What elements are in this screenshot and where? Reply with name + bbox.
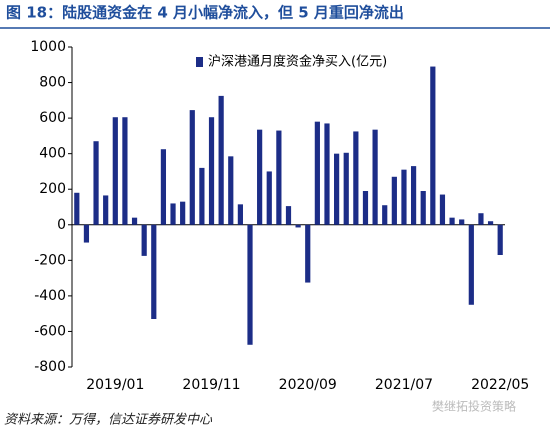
y-tick-label: 0 — [57, 217, 66, 233]
bar — [497, 224, 503, 255]
bar — [103, 195, 109, 225]
bar — [459, 219, 465, 225]
chart-title: 图 18：陆股通资金在 4 月小幅净流入，但 5 月重回净流出 — [6, 4, 404, 22]
bar — [74, 192, 80, 225]
bar — [189, 110, 195, 225]
bar — [83, 224, 90, 243]
legend-label: 沪深港通月度资金净买入(亿元) — [208, 54, 387, 70]
bar — [314, 121, 320, 225]
bar — [468, 224, 474, 305]
legend-swatch — [196, 57, 203, 67]
bar — [295, 224, 301, 228]
y-tick-label: 600 — [39, 110, 66, 126]
bar — [401, 169, 407, 225]
watermark: 樊继拓投资策略 — [432, 399, 516, 414]
bar — [131, 217, 138, 225]
bar — [382, 205, 388, 225]
bar — [151, 224, 157, 319]
bar — [430, 66, 436, 225]
bar — [170, 203, 176, 225]
y-tick-label: -800 — [34, 359, 66, 375]
y-tick-label: 200 — [39, 181, 66, 197]
y-tick-label: -200 — [34, 252, 66, 268]
bar — [334, 153, 340, 225]
bar — [410, 166, 417, 225]
bar — [208, 117, 215, 225]
bar — [285, 206, 292, 225]
bar — [266, 171, 272, 225]
bar — [343, 152, 349, 225]
y-tick-label: 400 — [39, 146, 66, 162]
bar — [257, 129, 263, 225]
bar — [237, 204, 243, 225]
bar — [478, 213, 484, 225]
bar — [180, 201, 186, 225]
bar — [141, 224, 147, 256]
x-tick-label: 2022/05 — [471, 377, 529, 393]
bar — [353, 131, 359, 225]
bar — [93, 141, 99, 225]
x-tick-label: 2020/09 — [279, 377, 337, 393]
y-tick-label: 1000 — [30, 39, 66, 55]
bar — [420, 191, 426, 225]
x-tick-label: 2021/07 — [375, 377, 433, 393]
x-tick-label: 2019/01 — [86, 377, 144, 393]
y-tick-label: -400 — [34, 288, 66, 304]
y-tick-label: 800 — [39, 75, 66, 91]
bar — [199, 167, 205, 225]
bar — [439, 194, 446, 225]
bar — [112, 117, 118, 225]
bar — [391, 176, 397, 225]
bar — [122, 117, 128, 225]
bar — [228, 156, 234, 225]
bar — [276, 130, 282, 225]
bar — [247, 224, 253, 345]
bar — [449, 217, 455, 225]
bar — [362, 191, 369, 225]
source-note: 资料来源：万得，信达证券研发中心 — [4, 413, 213, 428]
bar — [324, 123, 330, 225]
y-tick-label: -600 — [34, 323, 66, 339]
bar — [305, 224, 311, 283]
bar — [487, 221, 494, 225]
bar — [218, 95, 224, 225]
bar — [160, 149, 167, 225]
x-tick-label: 2019/11 — [182, 377, 240, 393]
bar — [372, 129, 378, 225]
